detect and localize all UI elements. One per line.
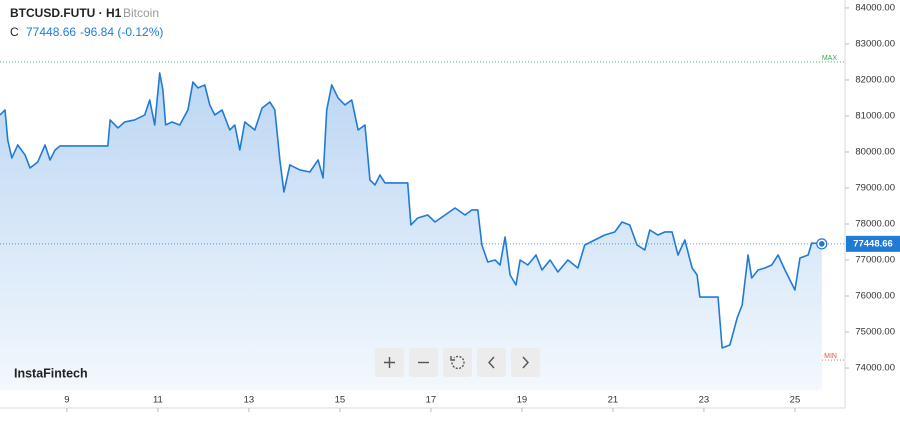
symbol: BTCUSD.FUTU · H1 [10,6,122,20]
x-tick-label: 11 [153,395,163,406]
y-tick-label: 77000.00 [855,255,895,266]
zoom-controls [375,348,540,377]
last-point-dot [818,241,825,247]
area [0,72,822,391]
y-tick-label: 75000.00 [855,327,895,338]
instrument-name: Bitcoin [123,6,159,20]
plot-area [0,61,845,391]
y-tick-label: 76000.00 [855,291,895,302]
y-tick-label: 82000.00 [855,74,895,85]
y-tick-label: 74000.00 [855,363,895,374]
y-tick-label: 78000.00 [855,219,895,230]
change: -96.84 (-0.12%) [80,25,163,39]
scroll-right-button[interactable] [511,348,540,377]
zoom-in-button[interactable] [375,348,404,377]
x-tick-label: 9 [64,395,69,406]
x-tick-label: 13 [244,395,255,406]
close-prefix: C [10,25,19,39]
x-tick-label: 15 [335,395,346,406]
x-tick-label: 19 [517,395,528,406]
reset-button[interactable] [443,348,472,377]
close-value: 77448.66 [26,25,76,39]
reference-label: MAX [822,55,838,62]
x-tick-label: 23 [699,395,710,406]
x-tick-label: 17 [426,395,437,406]
y-tick-label: 81000.00 [855,110,895,121]
y-tick-label: 80000.00 [855,146,895,157]
zoom-out-button[interactable] [409,348,438,377]
price-box [846,235,900,252]
x-tick-label: 21 [608,395,619,406]
y-tick-label: 79000.00 [855,182,895,193]
x-tick-label: 25 [790,395,801,406]
brand: InstaFintech [14,366,88,380]
price-box-label: 77448.66 [853,238,893,249]
reference-label: MIN [824,353,837,360]
price-line [0,72,822,349]
y-tick-label: 84000.00 [855,2,895,13]
y-tick-label: 83000.00 [855,38,895,49]
scroll-left-button[interactable] [477,348,506,377]
